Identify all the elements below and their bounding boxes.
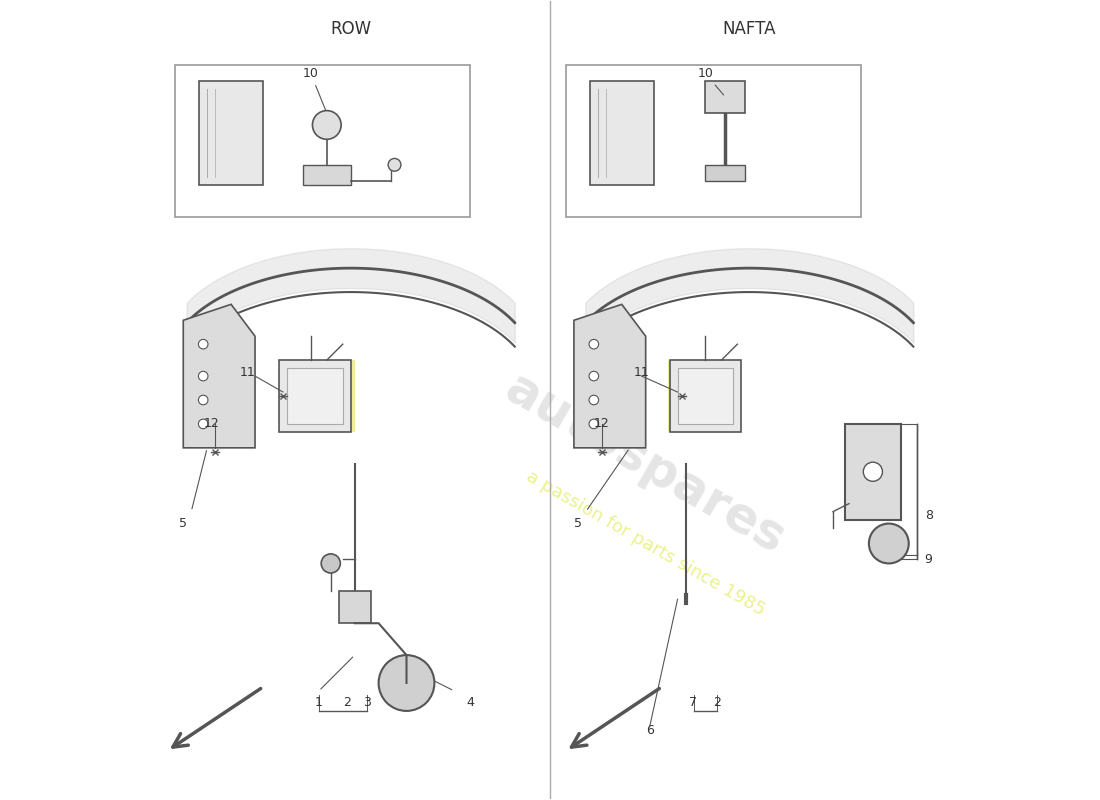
- Bar: [565, 65, 861, 217]
- Bar: [287, 368, 343, 424]
- Circle shape: [869, 523, 909, 563]
- Circle shape: [321, 554, 340, 573]
- Polygon shape: [199, 81, 263, 185]
- Circle shape: [198, 339, 208, 349]
- Circle shape: [198, 371, 208, 381]
- Circle shape: [590, 395, 598, 405]
- Text: 3: 3: [363, 697, 371, 710]
- Text: a passion for parts since 1985: a passion for parts since 1985: [524, 467, 768, 619]
- Text: 7: 7: [690, 697, 697, 710]
- Bar: [279, 360, 351, 432]
- Circle shape: [198, 419, 208, 429]
- Text: 8: 8: [925, 509, 933, 522]
- Bar: [283, 360, 354, 432]
- Text: ROW: ROW: [330, 20, 372, 38]
- Polygon shape: [590, 81, 653, 185]
- Text: 2: 2: [714, 697, 722, 710]
- Text: 12: 12: [594, 418, 609, 430]
- Bar: [845, 424, 901, 519]
- Bar: [175, 65, 471, 217]
- Bar: [302, 165, 351, 185]
- Text: 4: 4: [466, 697, 474, 710]
- Circle shape: [312, 110, 341, 139]
- Text: 9: 9: [925, 553, 933, 566]
- Polygon shape: [184, 304, 255, 448]
- Circle shape: [198, 395, 208, 405]
- Text: 10: 10: [302, 67, 326, 110]
- Circle shape: [864, 462, 882, 482]
- Circle shape: [590, 419, 598, 429]
- Text: 2: 2: [343, 697, 351, 710]
- Bar: [668, 360, 739, 432]
- Bar: [705, 81, 746, 113]
- Polygon shape: [574, 304, 646, 448]
- Circle shape: [590, 339, 598, 349]
- Text: 11: 11: [634, 366, 650, 378]
- Text: 1: 1: [315, 697, 322, 710]
- Circle shape: [378, 655, 434, 711]
- Bar: [670, 360, 741, 432]
- Text: 5: 5: [574, 517, 582, 530]
- Circle shape: [590, 371, 598, 381]
- Circle shape: [388, 158, 400, 171]
- Text: 6: 6: [646, 724, 653, 738]
- Text: 12: 12: [204, 418, 219, 430]
- Bar: [705, 165, 746, 181]
- Text: 11: 11: [239, 366, 255, 378]
- Text: NAFTA: NAFTA: [723, 20, 777, 38]
- Text: autospares: autospares: [497, 364, 794, 563]
- Bar: [678, 368, 734, 424]
- Text: 10: 10: [697, 67, 724, 95]
- Text: 5: 5: [179, 517, 187, 530]
- Bar: [339, 591, 371, 623]
